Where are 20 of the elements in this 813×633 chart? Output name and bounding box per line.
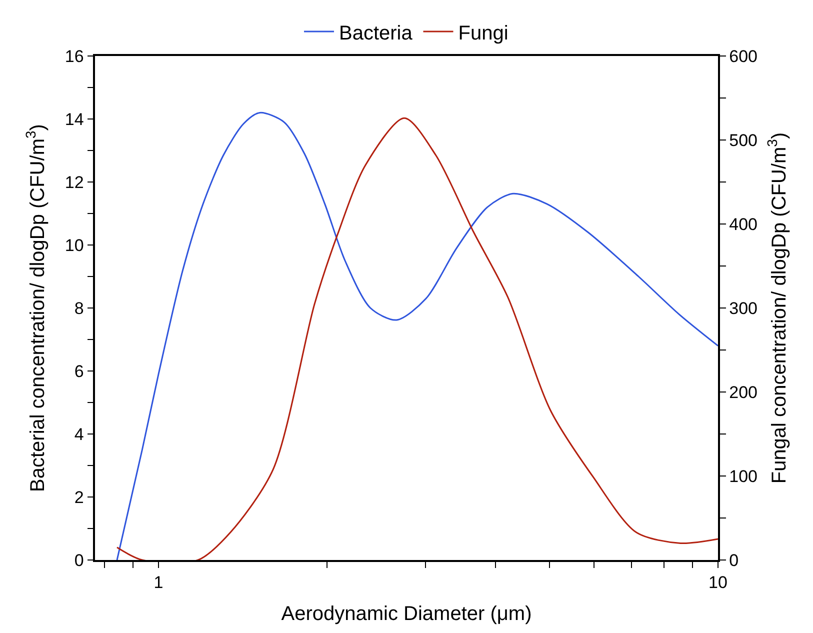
y2-tick-label: 0 — [729, 550, 739, 570]
y-tick-label: 6 — [74, 362, 84, 381]
y-tick-label: 10 — [64, 236, 84, 255]
y-tick-label: 2 — [74, 488, 84, 507]
y-tick-label: 8 — [74, 298, 84, 318]
y2-tick-label: 300 — [729, 298, 758, 318]
y2-tick-label: 100 — [729, 466, 758, 486]
x-axis-title: Aerodynamic Diameter (μm) — [281, 603, 532, 626]
legend-label: Bacteria — [339, 22, 414, 44]
y-tick-label: 14 — [64, 110, 84, 129]
y-tick-label: 0 — [74, 550, 84, 570]
legend-label: Fungi — [458, 22, 508, 44]
x-tick-label: 1 — [154, 573, 164, 592]
y2-tick-label: 400 — [729, 214, 758, 234]
y-tick-label: 4 — [74, 424, 84, 444]
y2-tick-label: 600 — [729, 46, 758, 66]
y2-tick-label: 200 — [729, 382, 758, 402]
y-tick-label: 16 — [64, 46, 84, 66]
y2-tick-label: 500 — [729, 130, 758, 150]
y-tick-label: 12 — [64, 172, 84, 192]
